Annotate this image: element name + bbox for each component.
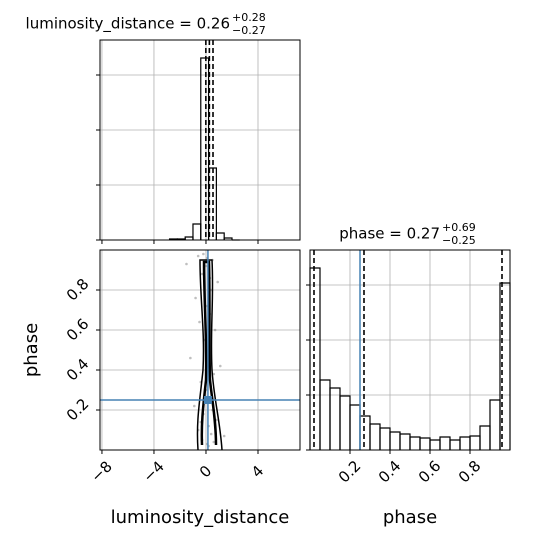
histogram-bar [489, 399, 501, 450]
title-lower: −0.27 [232, 24, 266, 37]
truth-marker [203, 396, 212, 404]
histogram-bar [215, 232, 225, 240]
histogram-bar [339, 395, 351, 450]
x-tick-label: 0.2 [335, 457, 365, 487]
sample-point [194, 296, 197, 300]
density-contours [196, 259, 223, 451]
sample-point [216, 280, 219, 284]
x-tick-label: 0.8 [455, 457, 485, 487]
x-tick-label: 0 [196, 462, 215, 481]
histogram-bar [459, 436, 471, 450]
sample-point [204, 264, 208, 268]
histogram-bar [419, 437, 431, 450]
sample-point [213, 328, 217, 332]
sample-point [198, 320, 201, 324]
sample-point [209, 432, 213, 436]
sample-point [222, 434, 226, 438]
sample-point [185, 262, 188, 266]
title-lower: −0.25 [442, 234, 476, 247]
histogram-bar [469, 435, 481, 450]
sample-point [189, 356, 192, 360]
sample-point [212, 440, 216, 444]
histogram-bar [379, 427, 391, 450]
histogram-bar [200, 57, 210, 240]
x-tick-label: 0.6 [415, 457, 445, 487]
sample-point [196, 254, 200, 258]
x-tick-label: −4 [139, 457, 167, 485]
axes-frame [309, 249, 511, 451]
x-axis-label: luminosity_distance [111, 507, 290, 528]
title-upper: +0.69 [442, 221, 476, 234]
histogram-bar [389, 431, 401, 450]
histogram-bar [359, 415, 371, 450]
title-upper: +0.28 [232, 11, 266, 24]
histogram-bar [329, 387, 341, 450]
x-tick-label: 4 [248, 462, 267, 481]
histogram-bar [319, 379, 331, 450]
sample-point [202, 252, 205, 256]
y-tick-label: 0.6 [63, 315, 93, 345]
histogram-bar [309, 267, 321, 450]
sample-point [218, 364, 222, 368]
axes-frame [99, 39, 301, 241]
y-tick-label: 0.2 [63, 395, 93, 425]
histogram-bar [192, 223, 202, 240]
y-axis-label: phase [21, 323, 42, 377]
histogram-bar [439, 436, 451, 450]
histogram-bar [369, 423, 381, 450]
x-tick-label: −8 [87, 457, 115, 485]
histogram-bar [409, 436, 421, 450]
panel-title: luminosity_distance = 0.26 [26, 15, 230, 34]
histogram-bar [479, 425, 491, 450]
axes-frame [99, 249, 301, 451]
contour-inner [200, 260, 218, 446]
y-tick-label: 0.4 [63, 355, 93, 385]
histogram-bar [399, 433, 411, 450]
y-tick-label: 0.8 [63, 275, 93, 305]
histogram-bar [449, 439, 461, 450]
sample-point [200, 272, 204, 276]
histogram-bar [349, 404, 361, 450]
x-axis-label: phase [383, 507, 437, 528]
histogram-bar [429, 439, 441, 450]
x-tick-label: 0.4 [375, 457, 405, 487]
panel-title: phase = 0.27 [339, 225, 440, 243]
contour-outer [196, 259, 223, 451]
sample-point [212, 372, 216, 376]
sample-point [192, 404, 196, 408]
histogram-bar [223, 237, 233, 240]
